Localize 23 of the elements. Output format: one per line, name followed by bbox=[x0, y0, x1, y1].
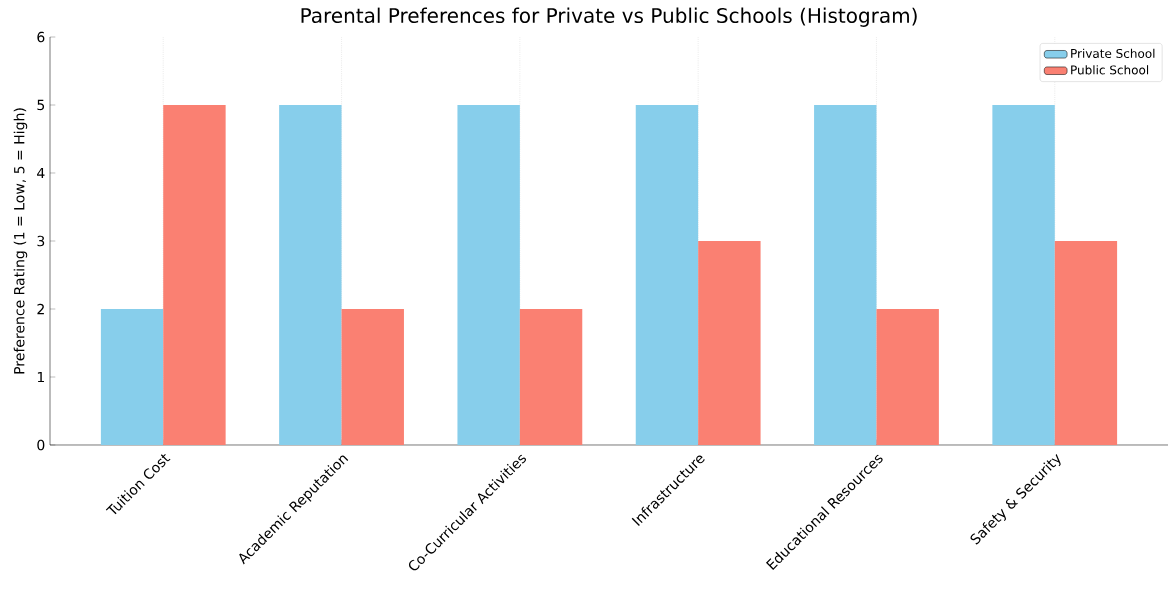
y-tick-label: 4 bbox=[37, 167, 45, 179]
y-tick-label: 6 bbox=[37, 31, 45, 43]
bar bbox=[341, 309, 404, 445]
y-tick-label: 5 bbox=[37, 99, 45, 111]
bar bbox=[100, 309, 164, 445]
y-tick-label: 1 bbox=[37, 371, 44, 383]
y-axis-title: Preference Rating (1 = Low, 5 = High) bbox=[13, 108, 28, 374]
bar bbox=[992, 105, 1055, 445]
bar bbox=[635, 105, 699, 445]
y-tick-label: 0 bbox=[37, 439, 45, 451]
legend-label: Public School bbox=[1071, 65, 1149, 75]
bar bbox=[1054, 241, 1118, 445]
bar bbox=[698, 241, 761, 445]
bar bbox=[457, 105, 520, 445]
bar bbox=[519, 309, 583, 445]
legend-label: Private School bbox=[1071, 48, 1155, 59]
bar bbox=[814, 105, 877, 445]
bar bbox=[163, 105, 226, 445]
chart-title: Parental Preferences for Private vs Public Schools (Histogram) bbox=[301, 7, 917, 27]
y-tick-label: 2 bbox=[37, 303, 44, 315]
bar bbox=[279, 105, 342, 445]
y-tick-label: 3 bbox=[37, 235, 45, 247]
bar bbox=[876, 309, 939, 445]
